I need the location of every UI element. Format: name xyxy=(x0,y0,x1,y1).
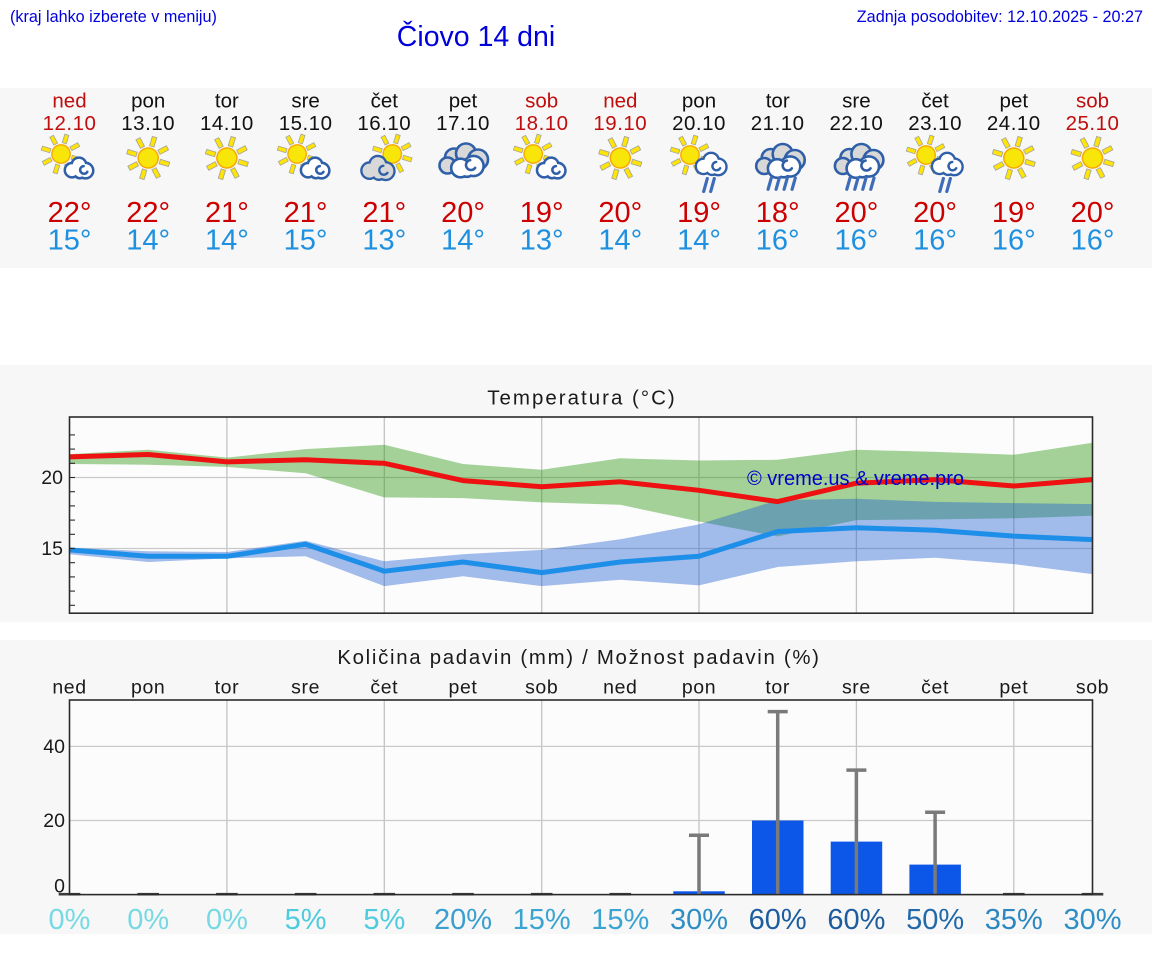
svg-text:pon: pon xyxy=(131,90,165,113)
svg-text:25.10: 25.10 xyxy=(1066,112,1120,135)
svg-text:20: 20 xyxy=(43,810,65,832)
svg-text:20°: 20° xyxy=(834,197,878,229)
svg-text:20: 20 xyxy=(41,467,63,489)
svg-text:pet: pet xyxy=(999,677,1028,699)
svg-text:0%: 0% xyxy=(206,904,248,936)
svg-text:12.10: 12.10 xyxy=(43,112,97,135)
svg-text:0%: 0% xyxy=(49,904,91,936)
svg-text:tor: tor xyxy=(766,90,790,113)
svg-text:0%: 0% xyxy=(127,904,169,936)
svg-text:čet: čet xyxy=(921,90,949,113)
svg-text:Zadnja posodobitev: 12.10.2025: Zadnja posodobitev: 12.10.2025 - 20:27 xyxy=(857,8,1143,26)
svg-text:22°: 22° xyxy=(126,197,170,229)
svg-text:50%: 50% xyxy=(906,904,964,936)
svg-text:21°: 21° xyxy=(362,197,406,229)
svg-text:16°: 16° xyxy=(834,225,878,257)
svg-text:21.10: 21.10 xyxy=(751,112,805,135)
svg-text:Temperatura (°C): Temperatura (°C) xyxy=(487,387,676,410)
svg-text:pon: pon xyxy=(131,677,165,699)
svg-text:5%: 5% xyxy=(363,904,405,936)
svg-text:20°: 20° xyxy=(1071,197,1115,229)
svg-text:Čiovo 14 dni: Čiovo 14 dni xyxy=(397,21,555,53)
svg-text:19°: 19° xyxy=(520,197,564,229)
svg-text:14.10: 14.10 xyxy=(200,112,254,135)
svg-text:tor: tor xyxy=(215,677,240,699)
svg-text:Količina padavin (mm) / Možnos: Količina padavin (mm) / Možnost padavin … xyxy=(337,647,820,669)
svg-text:22°: 22° xyxy=(48,197,92,229)
svg-text:sre: sre xyxy=(842,90,870,113)
svg-text:14°: 14° xyxy=(205,225,249,257)
svg-text:20.10: 20.10 xyxy=(672,112,726,135)
svg-text:14°: 14° xyxy=(598,225,642,257)
svg-text:19.10: 19.10 xyxy=(593,112,647,135)
svg-text:14°: 14° xyxy=(126,225,170,257)
svg-text:17.10: 17.10 xyxy=(436,112,490,135)
svg-text:13°: 13° xyxy=(362,225,406,257)
svg-text:čet: čet xyxy=(371,90,399,113)
svg-text:60%: 60% xyxy=(827,904,885,936)
svg-text:0: 0 xyxy=(54,876,65,898)
svg-text:ned: ned xyxy=(52,90,86,113)
svg-text:sre: sre xyxy=(842,677,871,699)
svg-text:18°: 18° xyxy=(756,197,800,229)
svg-text:22.10: 22.10 xyxy=(829,112,883,135)
svg-text:15.10: 15.10 xyxy=(279,112,333,135)
svg-text:19°: 19° xyxy=(992,197,1036,229)
svg-text:15%: 15% xyxy=(513,904,571,936)
svg-text:pet: pet xyxy=(1000,90,1029,113)
svg-text:20%: 20% xyxy=(434,904,492,936)
svg-text:30%: 30% xyxy=(1063,904,1121,936)
svg-text:60%: 60% xyxy=(749,904,807,936)
svg-text:15: 15 xyxy=(41,538,63,560)
svg-text:ned: ned xyxy=(603,677,637,699)
svg-text:18.10: 18.10 xyxy=(515,112,569,135)
svg-text:pet: pet xyxy=(449,90,478,113)
svg-text:14°: 14° xyxy=(677,225,721,257)
svg-text:sob: sob xyxy=(525,90,558,113)
svg-text:5%: 5% xyxy=(285,904,327,936)
svg-text:tor: tor xyxy=(765,677,790,699)
svg-text:24.10: 24.10 xyxy=(987,112,1041,135)
svg-text:40: 40 xyxy=(43,736,65,758)
svg-text:13°: 13° xyxy=(520,225,564,257)
svg-text:tor: tor xyxy=(215,90,239,113)
svg-text:15%: 15% xyxy=(591,904,649,936)
svg-text:21°: 21° xyxy=(205,197,249,229)
svg-text:čet: čet xyxy=(921,677,949,699)
svg-text:sob: sob xyxy=(1076,677,1109,699)
svg-text:16.10: 16.10 xyxy=(357,112,411,135)
svg-text:16°: 16° xyxy=(756,225,800,257)
svg-text:pon: pon xyxy=(682,90,716,113)
svg-text:23.10: 23.10 xyxy=(908,112,962,135)
svg-text:sre: sre xyxy=(291,677,320,699)
svg-text:ned: ned xyxy=(52,677,86,699)
svg-text:20°: 20° xyxy=(441,197,485,229)
svg-text:pon: pon xyxy=(682,677,716,699)
svg-text:19°: 19° xyxy=(677,197,721,229)
svg-text:30%: 30% xyxy=(670,904,728,936)
svg-text:20°: 20° xyxy=(598,197,642,229)
svg-text:15°: 15° xyxy=(48,225,92,257)
svg-text:20°: 20° xyxy=(913,197,957,229)
svg-text:16°: 16° xyxy=(1071,225,1115,257)
svg-text:21°: 21° xyxy=(284,197,328,229)
svg-text:16°: 16° xyxy=(992,225,1036,257)
svg-text:čet: čet xyxy=(370,677,398,699)
svg-text:sob: sob xyxy=(525,677,558,699)
svg-text:15°: 15° xyxy=(284,225,328,257)
svg-text:sre: sre xyxy=(291,90,319,113)
svg-text:(kraj lahko izberete v meniju): (kraj lahko izberete v meniju) xyxy=(10,8,217,26)
svg-text:ned: ned xyxy=(603,90,637,113)
svg-text:sob: sob xyxy=(1076,90,1109,113)
svg-text:© vreme.us & vreme.pro: © vreme.us & vreme.pro xyxy=(747,468,964,490)
svg-text:16°: 16° xyxy=(913,225,957,257)
svg-text:35%: 35% xyxy=(985,904,1043,936)
svg-text:14°: 14° xyxy=(441,225,485,257)
svg-text:13.10: 13.10 xyxy=(121,112,175,135)
svg-text:pet: pet xyxy=(449,677,478,699)
